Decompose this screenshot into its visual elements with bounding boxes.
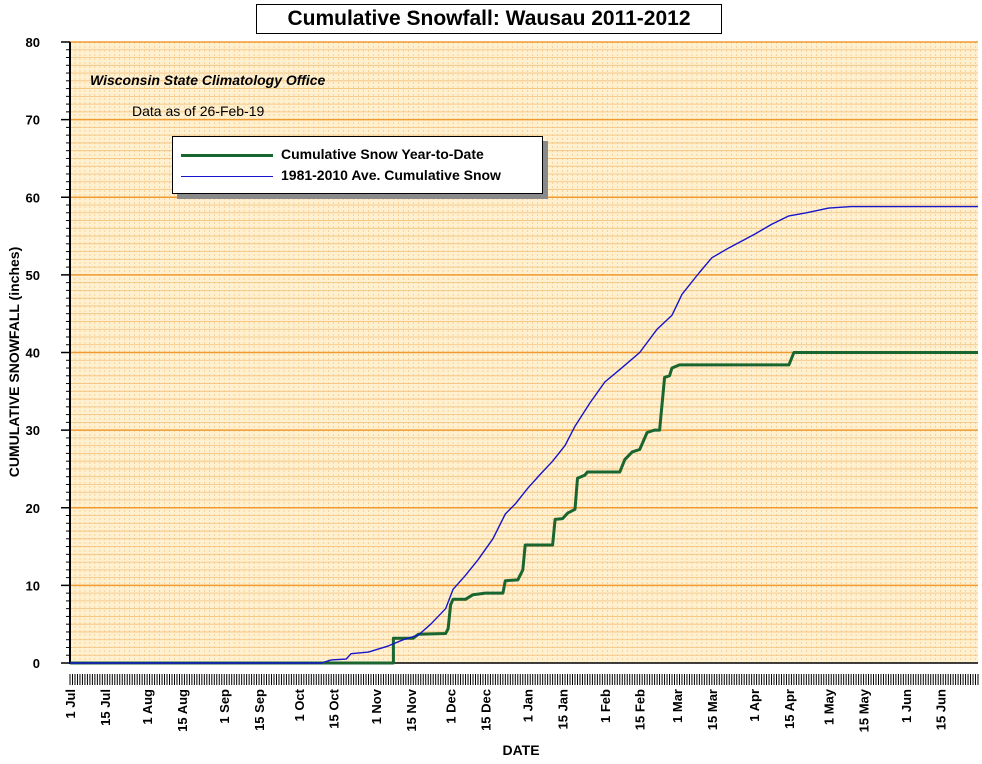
x-tick-label: 1 Mar — [670, 689, 685, 723]
legend-label-average: 1981-2010 Ave. Cumulative Snow — [281, 167, 501, 183]
y-axis-title: CUMULATIVE SNOWFALL (inches) — [6, 246, 22, 478]
x-tick-label: 1 Oct — [292, 688, 307, 721]
x-tick-label: 15 Dec — [478, 689, 493, 731]
x-tick-label: 1 May — [822, 688, 837, 725]
y-tick-label: 30 — [26, 423, 40, 438]
x-tick-label: 1 Sep — [217, 689, 232, 724]
legend-label-ytd: Cumulative Snow Year-to-Date — [281, 146, 484, 162]
x-tick-label: 15 Aug — [175, 689, 190, 732]
y-tick-label: 60 — [26, 190, 40, 205]
y-tick-label: 0 — [33, 656, 40, 671]
average-series-line — [70, 205, 978, 664]
x-tick-label: 1 Feb — [598, 689, 613, 723]
x-tick-label: 1 Dec — [444, 689, 459, 724]
x-tick-label: 1 Jan — [521, 689, 536, 722]
x-tick-label: 15 Nov — [404, 688, 419, 731]
x-tick-label: 15 Jan — [556, 689, 571, 730]
x-tick-label: 15 Apr — [782, 689, 797, 729]
x-tick-label: 1 Nov — [369, 688, 384, 724]
legend-swatch-ytd — [181, 154, 273, 157]
source-label: Wisconsin State Climatology Office — [90, 72, 326, 88]
y-tick-label: 10 — [26, 578, 40, 593]
y-tick-label: 70 — [26, 113, 40, 128]
data-date-label: Data as of 26-Feb-19 — [132, 103, 265, 119]
chart-title: Cumulative Snowfall: Wausau 2011-2012 — [256, 4, 722, 34]
x-tick-label: 1 Jul — [63, 689, 78, 719]
x-tick-label: 1 Apr — [747, 689, 762, 722]
x-tick-label: 1 Jun — [899, 689, 914, 723]
x-tick-label: 15 Oct — [327, 688, 342, 728]
x-tick-label: 15 Sep — [252, 689, 267, 731]
chart-legend: Cumulative Snow Year-to-Date 1981-2010 A… — [172, 136, 543, 194]
x-tick-label: 15 Jun — [934, 689, 949, 730]
y-tick-label: 80 — [26, 35, 40, 50]
x-axis-title: DATE — [502, 742, 540, 758]
x-tick-label: 15 Mar — [705, 689, 720, 730]
y-tick-label: 40 — [26, 346, 40, 361]
x-tick-label: 1 Aug — [140, 689, 155, 725]
legend-swatch-average — [181, 176, 273, 177]
x-tick-label: 15 Jul — [98, 689, 113, 726]
x-tick-label: 15 May — [857, 688, 872, 732]
ytd-series-line — [70, 351, 978, 665]
y-tick-label: 50 — [26, 268, 40, 283]
y-tick-label: 20 — [26, 501, 40, 516]
x-tick-label: 15 Feb — [633, 689, 648, 730]
